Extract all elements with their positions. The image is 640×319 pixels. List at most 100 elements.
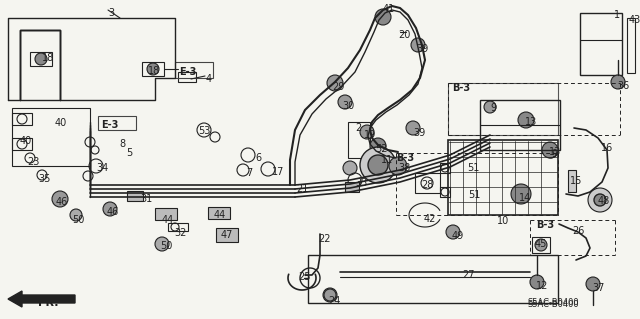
Text: E-3: E-3 <box>101 120 118 130</box>
Text: 28: 28 <box>421 180 433 190</box>
Bar <box>440 187 450 197</box>
Text: 16: 16 <box>601 143 613 153</box>
Text: S5AC-B0400: S5AC-B0400 <box>528 298 580 307</box>
Text: 10: 10 <box>497 216 509 226</box>
Text: 22: 22 <box>318 234 330 244</box>
Circle shape <box>545 146 557 158</box>
Circle shape <box>35 53 47 65</box>
Circle shape <box>375 9 391 25</box>
Circle shape <box>70 209 82 221</box>
Text: 23: 23 <box>27 157 40 167</box>
Bar <box>127 191 143 201</box>
Text: 39: 39 <box>416 44 428 54</box>
Text: 50: 50 <box>160 241 172 251</box>
Circle shape <box>594 194 606 206</box>
Circle shape <box>368 155 388 175</box>
Circle shape <box>542 142 558 158</box>
Bar <box>178 72 196 82</box>
Text: 45: 45 <box>535 239 547 249</box>
Circle shape <box>411 38 425 52</box>
Circle shape <box>588 188 612 212</box>
Bar <box>216 228 238 242</box>
Text: FR.: FR. <box>38 295 58 305</box>
Circle shape <box>155 237 169 251</box>
Text: 20: 20 <box>398 30 410 40</box>
Text: B-3: B-3 <box>396 153 414 163</box>
Circle shape <box>52 191 68 207</box>
Text: 40: 40 <box>20 136 32 146</box>
Text: 24: 24 <box>328 296 340 306</box>
Text: 32: 32 <box>174 228 186 238</box>
Circle shape <box>511 184 531 204</box>
Text: 51: 51 <box>467 163 479 173</box>
Bar <box>532 237 550 253</box>
Bar <box>348 122 370 158</box>
Bar <box>415 173 440 193</box>
Text: B-3: B-3 <box>452 83 470 93</box>
Circle shape <box>535 239 547 251</box>
Bar <box>30 52 52 66</box>
Text: 38: 38 <box>398 163 410 173</box>
Text: E-3: E-3 <box>179 67 196 77</box>
Bar <box>208 207 230 219</box>
Text: 21: 21 <box>296 184 308 194</box>
Circle shape <box>484 101 496 113</box>
Text: 26: 26 <box>572 226 584 236</box>
Text: 44: 44 <box>214 210 227 220</box>
Text: 34: 34 <box>96 163 108 173</box>
Text: 49: 49 <box>452 231 464 241</box>
Bar <box>12 108 90 166</box>
Text: 11: 11 <box>381 155 393 165</box>
Circle shape <box>323 288 337 302</box>
Text: 46: 46 <box>107 207 119 217</box>
Circle shape <box>389 157 407 175</box>
Text: 47: 47 <box>221 230 234 240</box>
Text: 48: 48 <box>598 196 611 206</box>
Text: 50: 50 <box>72 215 84 225</box>
Circle shape <box>530 275 544 289</box>
Text: 39: 39 <box>413 128 425 138</box>
Circle shape <box>360 147 396 183</box>
Text: 44: 44 <box>162 215 174 225</box>
Circle shape <box>370 138 386 154</box>
Text: 33: 33 <box>355 178 367 188</box>
Text: 46: 46 <box>56 197 68 207</box>
Text: 8: 8 <box>119 139 125 149</box>
Text: 18: 18 <box>148 66 160 76</box>
Bar <box>568 170 576 192</box>
Text: 43: 43 <box>629 15 640 25</box>
Text: 7: 7 <box>246 168 252 178</box>
Text: 42: 42 <box>424 214 436 224</box>
Bar <box>448 140 558 215</box>
Circle shape <box>338 95 352 109</box>
Text: 6: 6 <box>255 153 261 163</box>
Bar <box>168 223 188 231</box>
Bar <box>480 100 560 150</box>
Circle shape <box>406 121 420 135</box>
Text: 40: 40 <box>55 118 67 128</box>
Text: 12: 12 <box>536 281 548 291</box>
Circle shape <box>343 161 357 175</box>
Bar <box>627 18 635 73</box>
Text: 37: 37 <box>592 283 604 293</box>
Text: 35: 35 <box>38 174 51 184</box>
Text: 9: 9 <box>490 103 496 113</box>
Circle shape <box>360 125 374 139</box>
Text: 9: 9 <box>551 149 557 159</box>
Text: S5AC-B0400: S5AC-B0400 <box>528 300 580 309</box>
Circle shape <box>147 63 159 75</box>
Circle shape <box>518 112 534 128</box>
Text: 15: 15 <box>570 176 582 186</box>
Text: 36: 36 <box>617 81 629 91</box>
Text: 27: 27 <box>462 270 474 280</box>
Circle shape <box>327 75 343 91</box>
Bar <box>308 255 558 303</box>
Circle shape <box>586 277 600 291</box>
Bar <box>580 13 622 75</box>
Bar <box>142 62 164 76</box>
Circle shape <box>446 225 460 239</box>
Circle shape <box>611 75 625 89</box>
Text: B-3: B-3 <box>536 220 554 230</box>
Text: 18: 18 <box>42 53 54 63</box>
Bar <box>448 83 558 135</box>
